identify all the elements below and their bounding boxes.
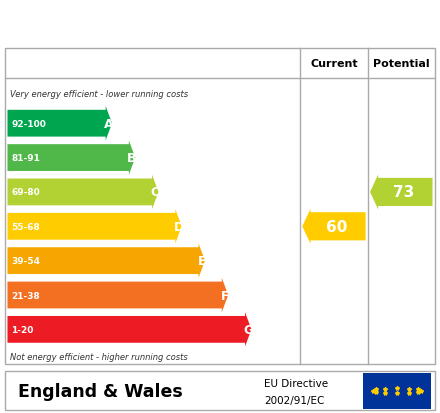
Polygon shape [7, 244, 205, 278]
Text: 92-100: 92-100 [11, 119, 46, 128]
Text: Current: Current [310, 59, 358, 69]
Text: 55-68: 55-68 [11, 222, 40, 231]
Text: 21-38: 21-38 [11, 291, 40, 300]
Polygon shape [7, 210, 182, 244]
Polygon shape [7, 107, 112, 141]
Polygon shape [7, 141, 135, 176]
Text: C: C [151, 186, 160, 199]
Text: 39-54: 39-54 [11, 256, 40, 266]
Text: 69-80: 69-80 [11, 188, 40, 197]
Text: Not energy efficient - higher running costs: Not energy efficient - higher running co… [10, 352, 187, 361]
Polygon shape [7, 176, 158, 210]
Text: England & Wales: England & Wales [18, 382, 182, 400]
Text: Energy Efficiency Rating: Energy Efficiency Rating [11, 12, 299, 32]
Text: 1-20: 1-20 [11, 325, 33, 334]
Text: Potential: Potential [373, 59, 429, 69]
Text: EU Directive: EU Directive [264, 379, 328, 389]
Text: Very energy efficient - lower running costs: Very energy efficient - lower running co… [10, 89, 188, 98]
Polygon shape [7, 278, 228, 312]
Bar [5, 371, 435, 411]
Text: 60: 60 [326, 219, 347, 234]
Text: E: E [198, 254, 206, 268]
Text: D: D [173, 220, 183, 233]
Polygon shape [370, 175, 433, 210]
Text: F: F [221, 289, 229, 302]
Text: G: G [243, 323, 253, 336]
Text: 73: 73 [393, 185, 414, 200]
Bar [363, 373, 431, 408]
Text: B: B [127, 152, 137, 165]
Polygon shape [7, 312, 251, 347]
Text: 81-91: 81-91 [11, 154, 40, 163]
Text: 2002/91/EC: 2002/91/EC [264, 395, 324, 405]
Text: A: A [104, 117, 114, 131]
Polygon shape [302, 209, 366, 244]
